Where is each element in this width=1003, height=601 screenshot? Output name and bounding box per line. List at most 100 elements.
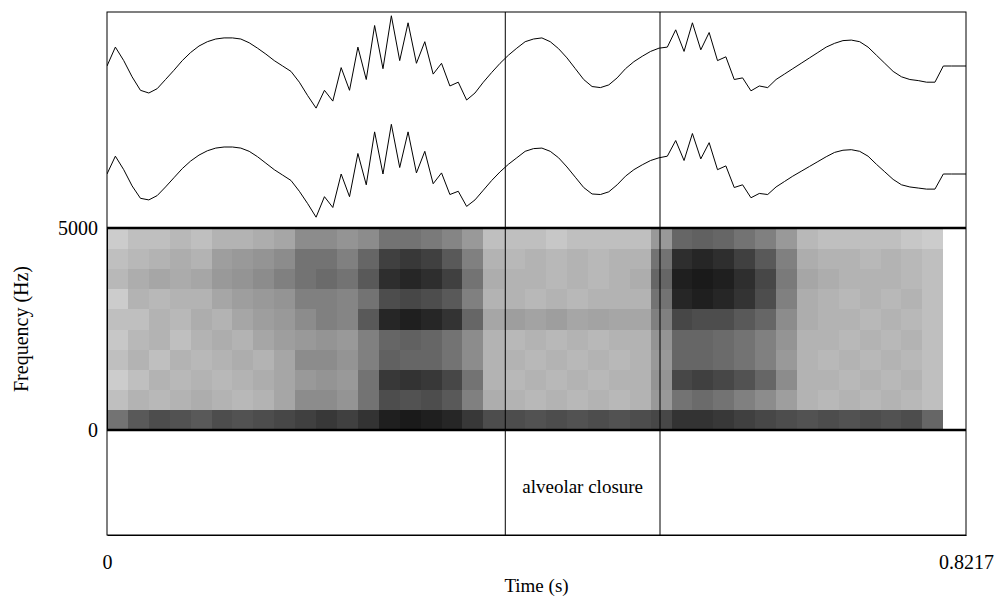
spectrogram-cell: [504, 289, 526, 310]
interval-boundary: [505, 12, 506, 535]
spectrogram-cell: [943, 349, 965, 370]
spectrogram-cell: [525, 248, 547, 269]
spectrogram-cell: [901, 228, 923, 249]
spectrogram-cell: [232, 329, 254, 350]
spectrogram-cell: [149, 248, 171, 269]
spectrogram-cell: [588, 329, 610, 350]
spectrogram-cell: [713, 329, 735, 350]
spectrogram-cell: [274, 228, 296, 249]
spectrogram-cell: [651, 268, 673, 289]
spectrogram-cell: [191, 390, 213, 411]
spectrogram-cell: [274, 309, 296, 330]
spectrogram-cell: [651, 248, 673, 269]
spectrogram-cell: [567, 349, 589, 370]
spectrogram-cell: [755, 349, 777, 370]
spectrogram-cell: [797, 390, 819, 411]
y-tick: 0: [88, 419, 107, 441]
spectrogram-cell: [421, 309, 443, 330]
spectrogram-cell: [504, 410, 526, 430]
x-tick-label: 0.8217: [939, 551, 994, 573]
spectrogram-cell: [630, 369, 652, 390]
spectrogram-cell: [191, 289, 213, 310]
spectrogram-cell: [943, 268, 965, 289]
spectrogram-cell: [713, 410, 735, 430]
spectrogram-cell: [567, 309, 589, 330]
spectrogram-cell: [316, 248, 338, 269]
spectrogram-cell: [713, 289, 735, 310]
spectrogram-cell: [672, 410, 694, 430]
spectrogram-cell: [442, 369, 464, 390]
spectrogram-cell: [839, 349, 861, 370]
spectrogram-cell: [546, 228, 568, 249]
spectrogram-cell: [734, 329, 756, 350]
x-tick: 0: [103, 535, 113, 573]
spectrogram-cell: [149, 309, 171, 330]
y-axis: 05000: [58, 217, 108, 441]
spectrogram-cell: [504, 349, 526, 370]
spectrogram-cell: [462, 349, 484, 370]
spectrogram-cell: [462, 390, 484, 411]
spectrogram-cell: [525, 329, 547, 350]
spectrogram-cell: [630, 410, 652, 430]
spectrogram-cell: [421, 329, 443, 350]
spectrogram-cell: [316, 329, 338, 350]
waveform: [107, 16, 966, 217]
spectrogram-cell: [609, 349, 631, 370]
spectrogram-cell: [421, 390, 443, 411]
spectrogram-cell: [672, 268, 694, 289]
spectrogram-cell: [253, 228, 275, 249]
spectrogram-cell: [107, 329, 129, 350]
spectrogram-cell: [797, 349, 819, 370]
spectrogram-cell: [170, 289, 192, 310]
spectrogram-cell: [881, 248, 903, 269]
spectrogram-cell: [462, 369, 484, 390]
spectrogram-cell: [442, 268, 464, 289]
spectrogram-cell: [274, 410, 296, 430]
spectrogram-cell: [776, 309, 798, 330]
spectrogram-cell: [442, 309, 464, 330]
spectrogram-cell: [943, 390, 965, 411]
spectrogram-cell: [274, 369, 296, 390]
spectrogram-cell: [692, 268, 714, 289]
spectrogram-cell: [692, 369, 714, 390]
spectrogram-cell: [734, 390, 756, 411]
spectrogram-cell: [462, 410, 484, 430]
spectrogram-cell: [588, 369, 610, 390]
spectrogram-cell: [295, 329, 317, 350]
spectrogram-cell: [504, 248, 526, 269]
spectrogram-cell: [588, 289, 610, 310]
spectrogram-cell: [567, 268, 589, 289]
spectrogram-cell: [672, 369, 694, 390]
spectrogram-cell: [107, 289, 129, 310]
spectrogram-cell: [818, 228, 840, 249]
spectrogram: [107, 228, 965, 430]
spectrogram-cell: [776, 289, 798, 310]
spectrogram-cell: [400, 369, 422, 390]
spectrogram-cell: [379, 369, 401, 390]
spectrogram-cell: [692, 228, 714, 249]
spectrogram-cell: [149, 349, 171, 370]
spectrogram-cell: [442, 349, 464, 370]
spectrogram-cell: [107, 309, 129, 330]
spectrogram-cell: [483, 289, 505, 310]
spectrogram-cell: [776, 410, 798, 430]
spectrogram-cell: [860, 248, 882, 269]
spectrogram-cell: [379, 390, 401, 411]
spectrogram-cell: [191, 349, 213, 370]
spectrogram-cell: [672, 309, 694, 330]
spectrogram-cell: [337, 228, 359, 249]
spectrogram-cell: [400, 289, 422, 310]
spectrogram-cell: [400, 309, 422, 330]
x-axis: 0 0.8217: [103, 535, 995, 573]
spectrogram-cell: [672, 289, 694, 310]
spectrogram-cell: [818, 329, 840, 350]
spectrogram-cell: [922, 410, 944, 430]
spectrogram-cell: [630, 228, 652, 249]
spectrogram-cell: [504, 268, 526, 289]
spectrogram-cell: [107, 390, 129, 411]
spectrogram-cell: [755, 309, 777, 330]
spectrogram-cell: [107, 268, 129, 289]
spectrogram-cell: [839, 329, 861, 350]
spectrogram-cell: [316, 349, 338, 370]
panel-border: [107, 227, 966, 230]
